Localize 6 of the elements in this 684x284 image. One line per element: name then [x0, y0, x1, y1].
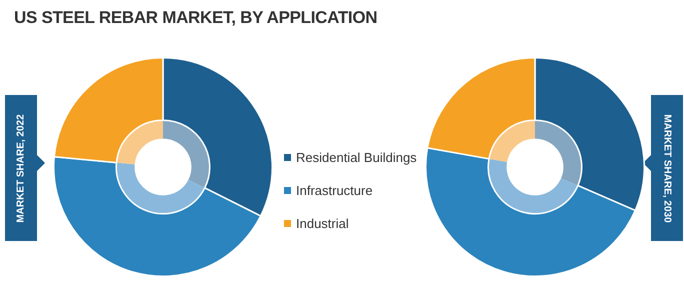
text: MARKET SHARE, 2030 [662, 114, 673, 222]
chart-title: US STEEL REBAR MARKET, BY APPLICATION [14, 8, 378, 28]
text: MARKET SHARE, 2022 [16, 114, 27, 222]
legend-label: Industrial [296, 216, 349, 231]
legend-label: Residential Buildings [296, 150, 417, 165]
legend-label: Infrastructure [296, 183, 373, 198]
